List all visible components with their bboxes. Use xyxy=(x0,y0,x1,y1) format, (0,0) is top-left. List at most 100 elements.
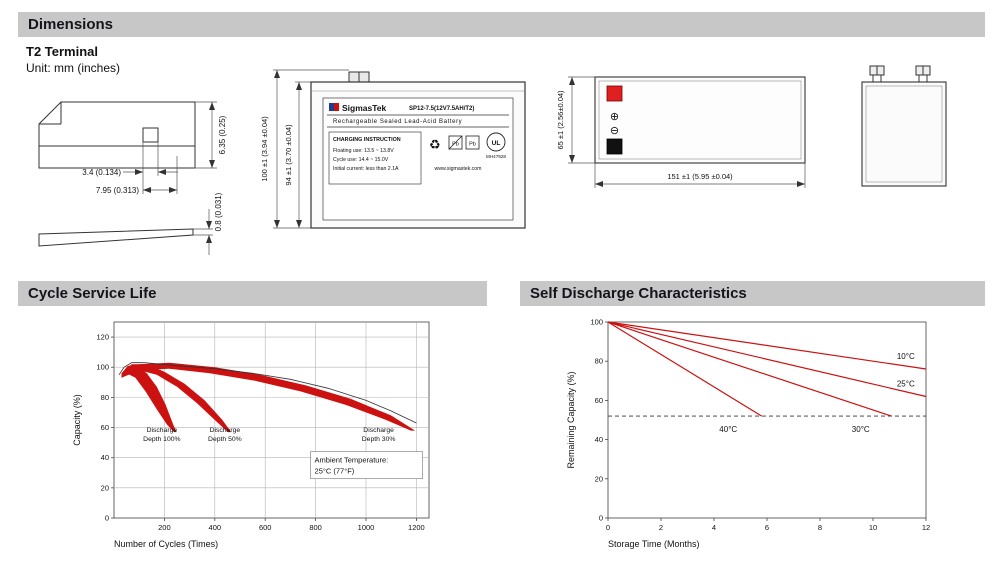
dim-height-label: 6.35 (0.25) xyxy=(218,115,227,154)
series-label: 40°C xyxy=(719,425,737,434)
positive-symbol: ⊕ xyxy=(610,111,619,123)
y-tick-label: 20 xyxy=(595,474,603,483)
series-label: 10°C xyxy=(897,352,915,361)
x-tick-label: 12 xyxy=(922,523,930,532)
series-label: 25°C xyxy=(897,380,915,389)
case-side-inner-line xyxy=(865,85,943,183)
front-dim-lines xyxy=(273,69,349,229)
band-label: Discharge xyxy=(210,427,241,434)
annotation-text: Ambient Temperature: xyxy=(315,456,389,465)
battery-case-side xyxy=(861,81,947,187)
cycle-service-life-chart: 200 400 600 800 1000 1200 0 20 40 60 80 100 120 Disch… xyxy=(72,321,430,549)
cycle-life-title: Cycle Service Life xyxy=(28,285,157,302)
series-line xyxy=(607,321,763,417)
discharge-band xyxy=(121,365,177,433)
plot-area xyxy=(113,321,430,519)
case-top-inner-line xyxy=(598,80,802,160)
battery-side-drawing xyxy=(861,65,947,187)
section-header-dimensions: Dimensions xyxy=(18,12,985,37)
terminal-dim-lines xyxy=(123,101,217,194)
y-tick-label: 40 xyxy=(595,435,603,444)
battery-case-top xyxy=(594,76,806,164)
dim-depth-label: 65 ±1 (2.56±0.04) xyxy=(556,90,565,150)
x-tick-label: 8 xyxy=(818,523,822,532)
discharge-band xyxy=(121,362,416,431)
dim-thickness-label: 0.8 (0.031) xyxy=(214,192,223,231)
x-axis-label: Number of Cycles (Times) xyxy=(114,539,218,549)
x-tick-label: 0 xyxy=(606,523,610,532)
brand-text: SigmasTek xyxy=(342,103,387,113)
x-tick-label: 1200 xyxy=(408,523,425,532)
recycle-icon: ♻ xyxy=(429,137,441,152)
series-line xyxy=(607,321,927,370)
y-axis-label: Capacity (%) xyxy=(72,394,82,446)
y-tick-label: 120 xyxy=(96,333,109,342)
y-tick-label: 60 xyxy=(101,423,109,432)
y-tick-label: 100 xyxy=(590,318,603,327)
terminal-shape xyxy=(38,101,196,169)
x-axis-label: Storage Time (Months) xyxy=(608,539,700,549)
charging-instruction-box xyxy=(328,131,422,185)
x-tick-label: 10 xyxy=(869,523,877,532)
annotation-box xyxy=(310,451,423,480)
band-label: Depth 50% xyxy=(208,436,242,443)
band-label: Discharge xyxy=(363,427,394,434)
y-tick-label: 20 xyxy=(101,483,109,492)
battery-label xyxy=(322,97,514,221)
x-tick-label: 6 xyxy=(765,523,769,532)
terminal-blade-shape xyxy=(38,228,194,247)
x-tick-label: 2 xyxy=(659,523,663,532)
section-header-cycle-life: Cycle Service Life xyxy=(18,281,487,306)
y-tick-label: 40 xyxy=(101,453,109,462)
dim-width-label: 7.95 (0.313) xyxy=(96,186,139,195)
y-tick-label: 0 xyxy=(105,514,109,523)
pb-icon: Pb xyxy=(465,135,480,150)
x-tick-label: 200 xyxy=(158,523,171,532)
charging-line2: Cycle use: 14.4 ~ 15.0V xyxy=(333,157,389,163)
x-tick-label: 800 xyxy=(309,523,322,532)
dim-case-height-label: 94 ±1 (3.70 ±0.04) xyxy=(284,124,293,186)
self-discharge-title: Self Discharge Characteristics xyxy=(530,285,747,302)
ul-code-text: MH47928 xyxy=(486,154,506,159)
y-tick-label: 100 xyxy=(96,363,109,372)
pb-crossed-icon: Pb xyxy=(448,135,463,150)
dim-length-label: 151 ±1 (5.95 ±0.04) xyxy=(667,172,733,181)
x-tick-label: 4 xyxy=(712,523,716,532)
y-tick-label: 0 xyxy=(599,514,603,523)
y-tick-label: 80 xyxy=(101,393,109,402)
envelope-curve xyxy=(118,362,417,424)
dim-total-height-label: 100 ±1 (3.94 ±0.04) xyxy=(260,116,269,182)
website-text: www.sigmastek.com xyxy=(435,166,482,172)
front-terminal-tab xyxy=(348,71,370,83)
charging-line1: Floating use: 13.5 ~ 13.8V xyxy=(333,148,394,154)
dim-hole-label: 3.4 (0.134) xyxy=(82,168,121,177)
ul-mark-icon: UL MH47928 xyxy=(486,132,506,159)
side-terminals xyxy=(869,65,931,82)
unit-note: Unit: mm (inches) xyxy=(26,61,121,75)
series-line xyxy=(607,321,927,398)
svg-text:Pb: Pb xyxy=(452,142,459,148)
top-dim-lines xyxy=(568,76,806,188)
y-tick-label: 60 xyxy=(595,396,603,405)
band-label: Depth 30% xyxy=(362,436,396,443)
positive-terminal xyxy=(606,85,623,102)
svg-text:Pb: Pb xyxy=(469,142,476,148)
x-tick-label: 1000 xyxy=(358,523,375,532)
battery-front-drawing: 100 ±1 (3.94 ±0.04) 94 ±1 (3.70 ±0.04) S… xyxy=(260,69,526,229)
band-label: Depth 100% xyxy=(143,436,180,443)
battery-type-text: Rechargeable Sealed Lead-Acid Battery xyxy=(333,119,462,125)
model-text: SP12-7.5(12V7.5AH/T2) xyxy=(409,106,474,112)
negative-terminal xyxy=(606,138,623,155)
charging-line3: Initial current: less than 2.1A xyxy=(333,166,399,172)
self-discharge-chart: 0 2 4 6 8 10 12 0 20 40 60 80 100 10°C 25°C 30°C 40°C Rem… xyxy=(566,318,930,550)
sigmastek-logo-icon xyxy=(329,103,339,111)
series-line xyxy=(607,321,892,417)
x-tick-label: 400 xyxy=(209,523,222,532)
battery-top-drawing: ⊕ ⊖ 65 ±1 (2.56±0.04) 151 ±1 (5.95 ±0.04… xyxy=(556,76,806,188)
x-tick-label: 600 xyxy=(259,523,272,532)
terminal-type-heading: T2 Terminal xyxy=(26,44,99,59)
t2-terminal-drawing: 3.4 (0.134) 7.95 (0.313) 6.35 (0.25) 0.8… xyxy=(38,101,227,255)
svg-text:UL: UL xyxy=(492,140,501,147)
series-label: 30°C xyxy=(852,425,870,434)
